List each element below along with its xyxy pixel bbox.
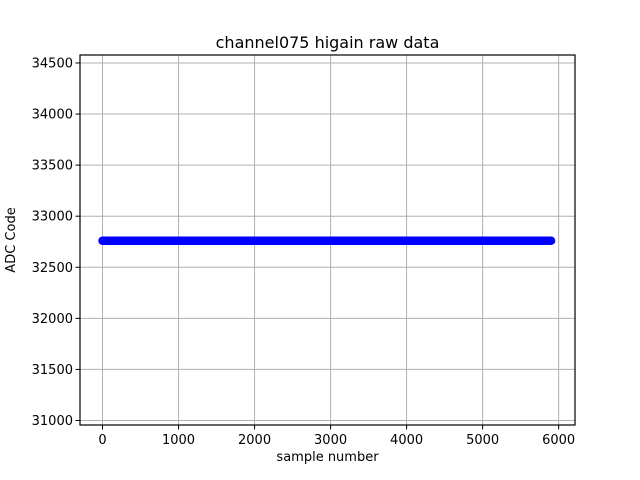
y-tick-label: 32000	[32, 312, 73, 327]
y-tick-label: 31000	[32, 414, 73, 429]
x-tick-label: 5000	[466, 433, 499, 448]
x-tick-label: 1000	[162, 433, 195, 448]
x-tick-label: 6000	[542, 433, 575, 448]
plot-border	[79, 54, 576, 426]
y-tick-label: 34500	[32, 56, 73, 71]
y-tick-label: 33500	[32, 159, 73, 174]
chart-title: channel075 higain raw data	[215, 33, 440, 52]
y-tick-label: 32500	[32, 261, 73, 276]
x-tick-label: 4000	[390, 433, 423, 448]
x-tick-label: 3000	[314, 433, 347, 448]
y-axis-label: ADC Code	[4, 207, 19, 273]
y-tick-label: 34000	[32, 108, 73, 123]
x-tick-label: 0	[98, 433, 106, 448]
x-axis-label: sample number	[276, 450, 379, 465]
y-tick-label: 33000	[32, 210, 73, 225]
x-tick-label: 2000	[238, 433, 271, 448]
y-tick-label: 31500	[32, 363, 73, 378]
